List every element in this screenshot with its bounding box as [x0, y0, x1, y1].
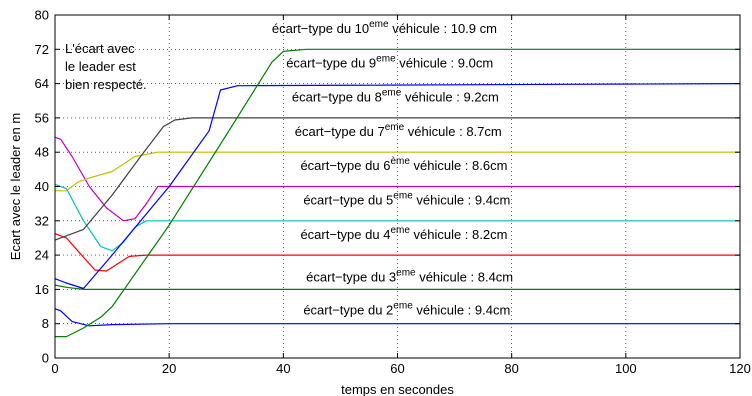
- std-dev-label: écart−type du 4eme véhicule : 8.2cm: [300, 225, 507, 242]
- y-tick-label: 24: [35, 248, 49, 263]
- std-dev-label: écart−type du 3eme véhicule : 8.4cm: [306, 267, 513, 284]
- note-line: le leader est: [65, 59, 136, 74]
- y-tick-label: 72: [35, 42, 49, 57]
- series-line: [54, 117, 740, 241]
- series-line: [54, 136, 740, 222]
- series-line: [54, 284, 740, 290]
- x-tick-label: 100: [615, 361, 637, 376]
- note-line: L'écart avec: [65, 41, 135, 56]
- std-dev-label: écart−type du 7eme véhicule : 8.7cm: [295, 122, 502, 139]
- std-dev-label: écart−type du 5eme véhicule : 9.4cm: [303, 191, 510, 208]
- y-tick-label: 32: [35, 213, 49, 228]
- note: L'écart avec le leader est bien respecté.: [65, 41, 147, 92]
- std-dev-label: écart−type du 6ème véhicule : 8.6cm: [300, 156, 507, 173]
- note-line: bien respecté.: [65, 77, 147, 92]
- y-tick-label: 56: [35, 110, 49, 125]
- std-dev-label: écart−type du 10eme véhicule : 10.9 cm: [272, 19, 497, 36]
- y-tick-label: 48: [35, 145, 49, 160]
- std-dev-label: écart−type du 2eme véhicule : 9.4cm: [303, 300, 510, 317]
- x-axis-label: temps en secondes: [341, 382, 454, 396]
- x-tick-label: 0: [51, 361, 58, 376]
- y-tick-label: 80: [35, 8, 49, 23]
- series-line: [54, 233, 740, 272]
- series-line: [54, 183, 740, 252]
- series-line: [55, 151, 740, 192]
- y-tick-label: 8: [42, 316, 49, 331]
- std-dev-label: écart−type du 9eme véhicule : 9.0cm: [286, 53, 493, 70]
- ticks: 0 20 40 60 80 100 120 0 8 16 24 32 40 48 56 64 72 80: [35, 8, 751, 377]
- x-tick-label: 80: [504, 361, 518, 376]
- x-tick-label: 40: [276, 361, 290, 376]
- series-line: [54, 83, 741, 290]
- y-tick-label: 0: [42, 351, 49, 366]
- x-tick-label: 120: [729, 361, 751, 376]
- y-axis-label: Ecart avec le leader en m: [8, 113, 23, 260]
- series-group: [54, 48, 741, 338]
- y-tick-label: 40: [35, 179, 49, 194]
- x-tick-label: 60: [390, 361, 404, 376]
- y-tick-label: 16: [35, 282, 49, 297]
- series-line: [55, 48, 740, 338]
- y-tick-label: 64: [35, 76, 49, 91]
- std-dev-label: écart−type du 8eme véhicule : 9.2cm: [292, 88, 499, 105]
- annotations: écart−type du 10eme véhicule : 10.9 cm éc…: [272, 19, 513, 317]
- series-line: [54, 308, 740, 327]
- x-tick-label: 20: [162, 361, 176, 376]
